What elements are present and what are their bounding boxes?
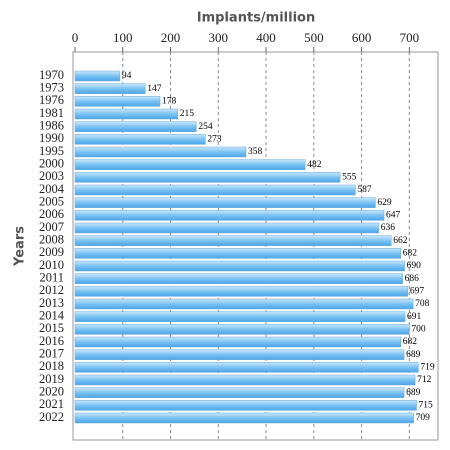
value-label: 215 [180, 109, 195, 119]
bar [74, 108, 178, 120]
bar [74, 159, 306, 170]
y-tick-label: 2000 [39, 157, 64, 171]
x-tick-label: 100 [113, 30, 133, 45]
value-label: 358 [248, 147, 263, 157]
bar [74, 134, 206, 145]
y-tick-label: 2003 [39, 169, 64, 183]
bar [74, 197, 376, 208]
value-label: 94 [122, 71, 132, 81]
bar [74, 222, 380, 234]
y-tick-label: 2021 [39, 397, 64, 411]
value-label: 712 [417, 375, 432, 385]
bar [74, 298, 414, 310]
y-tick-label: 2018 [39, 359, 64, 373]
value-label: 690 [407, 261, 422, 271]
value-label: 689 [406, 350, 421, 360]
value-label: 178 [162, 97, 177, 107]
value-label: 708 [415, 299, 430, 309]
y-tick-label: 2007 [39, 220, 64, 234]
x-tick-label: 700 [400, 30, 420, 45]
x-tick-label: 0 [72, 30, 79, 45]
y-tick-label: 2020 [39, 385, 64, 399]
y-tick-label: 2006 [39, 207, 64, 221]
bar [74, 235, 392, 246]
bar [74, 412, 414, 424]
y-tick-label: 2011 [39, 271, 64, 285]
bar [74, 374, 416, 386]
value-label: 697 [410, 287, 425, 297]
value-label: 647 [386, 211, 401, 221]
y-tick-label: 1995 [39, 144, 64, 158]
value-label: 629 [377, 198, 392, 208]
bar [74, 210, 385, 221]
y-tick-label: 2014 [39, 309, 65, 323]
value-label: 686 [405, 274, 420, 284]
y-tick-label: 1976 [39, 93, 64, 107]
value-label: 273 [207, 135, 222, 145]
y-tick-label: 2005 [39, 195, 64, 209]
value-label: 689 [406, 388, 421, 398]
bar [74, 286, 409, 297]
value-label: 700 [411, 325, 426, 335]
value-label: 682 [403, 249, 418, 259]
y-tick-label: 2008 [39, 233, 64, 247]
bar [74, 121, 197, 132]
y-tick-label: 1970 [39, 68, 64, 82]
y-tick-label: 1990 [39, 131, 64, 145]
value-label: 719 [420, 363, 435, 373]
bar [74, 146, 247, 158]
value-label: 482 [307, 160, 322, 170]
y-tick-label: 2004 [39, 182, 65, 196]
y-tick-label: 2016 [39, 334, 64, 348]
x-tick-label: 500 [304, 30, 324, 45]
y-tick-label: 2015 [39, 321, 64, 335]
x-tick-label: 200 [161, 30, 181, 45]
value-label: 254 [198, 122, 213, 132]
value-label: 715 [419, 401, 434, 411]
bar [74, 83, 146, 94]
bar [74, 387, 405, 398]
x-tick-label: 600 [352, 30, 372, 45]
y-tick-label: 2010 [39, 258, 64, 272]
x-axis-title: Implants/million [197, 11, 315, 26]
bar [74, 349, 405, 360]
y-tick-label: 1986 [39, 119, 64, 133]
value-label: 709 [416, 413, 431, 423]
bar [74, 362, 419, 373]
bar [74, 311, 406, 322]
x-tick-label: 400 [256, 30, 276, 45]
y-tick-label: 1973 [39, 81, 64, 95]
bar [74, 400, 417, 411]
bar [74, 70, 121, 82]
bar [74, 184, 356, 196]
bar [74, 273, 403, 284]
bar [74, 324, 410, 335]
y-tick-label: 2013 [39, 296, 64, 310]
value-label: 662 [393, 236, 408, 246]
x-tick-label: 300 [209, 30, 229, 45]
value-label: 636 [381, 223, 396, 233]
value-label: 587 [357, 185, 372, 195]
y-axis-title: Years [13, 226, 28, 267]
value-label: 147 [147, 84, 162, 94]
y-tick-label: 1981 [39, 106, 64, 120]
value-label: 691 [407, 312, 422, 322]
bar [74, 260, 405, 272]
value-label: 682 [403, 337, 418, 347]
y-tick-label: 2019 [39, 372, 64, 386]
value-label: 555 [342, 173, 357, 183]
bar [74, 96, 161, 107]
y-tick-label: 2022 [39, 410, 64, 424]
bar [74, 172, 341, 183]
y-tick-label: 2009 [39, 245, 64, 259]
y-tick-label: 2017 [39, 347, 64, 361]
bar [74, 248, 401, 259]
bar [74, 336, 401, 348]
y-tick-label: 2012 [39, 283, 64, 297]
